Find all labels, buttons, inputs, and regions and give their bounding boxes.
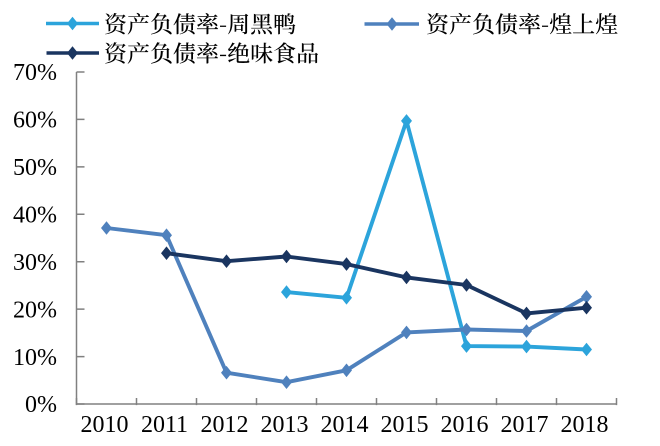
svg-text:2012: 2012 [201, 412, 249, 438]
svg-text:2013: 2013 [261, 412, 309, 438]
svg-text:60%: 60% [13, 108, 57, 134]
svg-text:2011: 2011 [141, 412, 188, 438]
svg-text:2018: 2018 [561, 412, 609, 438]
svg-text:50%: 50% [13, 155, 57, 181]
svg-text:40%: 40% [13, 203, 57, 229]
svg-text:2015: 2015 [381, 412, 429, 438]
svg-text:2016: 2016 [441, 412, 489, 438]
svg-text:2017: 2017 [501, 412, 549, 438]
svg-text:2014: 2014 [321, 412, 369, 438]
svg-text:0%: 0% [25, 392, 57, 418]
svg-text:2010: 2010 [81, 412, 129, 438]
svg-text:20%: 20% [13, 297, 57, 323]
svg-text:70%: 70% [13, 60, 57, 86]
svg-text:10%: 10% [13, 345, 57, 371]
svg-text:30%: 30% [13, 250, 57, 276]
